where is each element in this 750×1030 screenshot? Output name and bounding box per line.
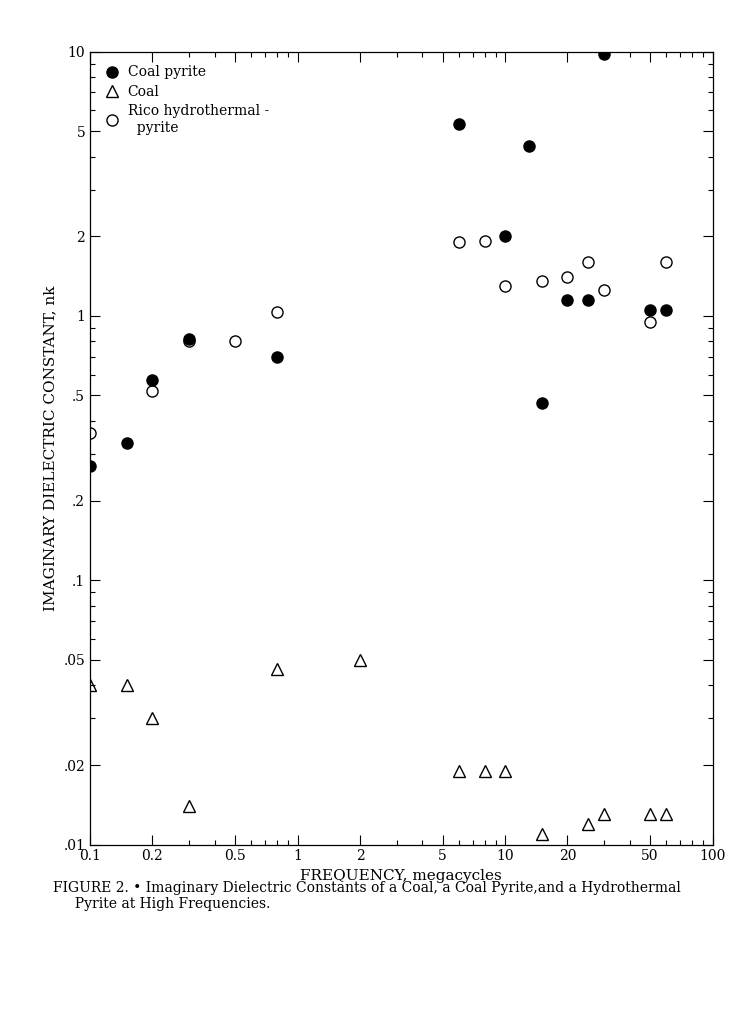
Coal — [454, 764, 464, 777]
Coal pyrite — [184, 333, 194, 345]
Coal — [122, 679, 131, 691]
Coal pyrite — [454, 118, 464, 131]
Coal pyrite — [500, 230, 509, 242]
Legend: Coal pyrite, Coal, Rico hydrothermal -
  pyrite: Coal pyrite, Coal, Rico hydrothermal - p… — [97, 59, 276, 142]
Rico hydrothermal -
  pyrite — [662, 255, 671, 268]
Coal — [583, 818, 592, 830]
Rico hydrothermal -
  pyrite — [230, 336, 239, 348]
Rico hydrothermal -
  pyrite — [537, 275, 546, 287]
Coal pyrite — [273, 350, 282, 363]
Coal pyrite — [86, 460, 94, 473]
Coal — [184, 799, 194, 812]
X-axis label: FREQUENCY, megacycles: FREQUENCY, megacycles — [300, 869, 502, 883]
Rico hydrothermal -
  pyrite — [500, 279, 509, 291]
Rico hydrothermal -
  pyrite — [184, 336, 194, 348]
Coal — [500, 764, 509, 777]
Coal — [356, 654, 364, 666]
Rico hydrothermal -
  pyrite — [454, 236, 464, 248]
Rico hydrothermal -
  pyrite — [599, 284, 608, 297]
Coal — [481, 764, 490, 777]
Y-axis label: IMAGINARY DIELECTRIC CONSTANT, nk: IMAGINARY DIELECTRIC CONSTANT, nk — [44, 285, 58, 611]
Rico hydrothermal -
  pyrite — [563, 271, 572, 283]
Coal — [599, 809, 608, 821]
Rico hydrothermal -
  pyrite — [148, 385, 157, 398]
Coal pyrite — [646, 304, 655, 316]
Line: Coal: Coal — [85, 654, 672, 875]
Line: Rico hydrothermal -
  pyrite: Rico hydrothermal - pyrite — [85, 236, 672, 439]
Coal — [148, 713, 157, 725]
Coal pyrite — [662, 304, 671, 316]
Coal pyrite — [148, 374, 157, 386]
Line: Coal pyrite: Coal pyrite — [85, 118, 672, 472]
Rico hydrothermal -
  pyrite — [273, 306, 282, 318]
Rico hydrothermal -
  pyrite — [481, 235, 490, 247]
Coal — [662, 809, 671, 821]
Coal — [563, 864, 572, 877]
Coal pyrite — [583, 294, 592, 306]
Coal — [537, 827, 546, 839]
Rico hydrothermal -
  pyrite — [86, 427, 94, 440]
Coal — [273, 663, 282, 676]
Coal pyrite — [563, 294, 572, 306]
Rico hydrothermal -
  pyrite — [583, 255, 592, 268]
Coal pyrite — [537, 397, 546, 409]
Text: FIGURE 2. • Imaginary Dielectric Constants of a Coal, a Coal Pyrite,and a Hydrot: FIGURE 2. • Imaginary Dielectric Constan… — [53, 881, 680, 911]
Coal — [646, 809, 655, 821]
Coal — [86, 679, 94, 691]
Rico hydrothermal -
  pyrite — [646, 315, 655, 328]
Coal pyrite — [122, 437, 131, 449]
